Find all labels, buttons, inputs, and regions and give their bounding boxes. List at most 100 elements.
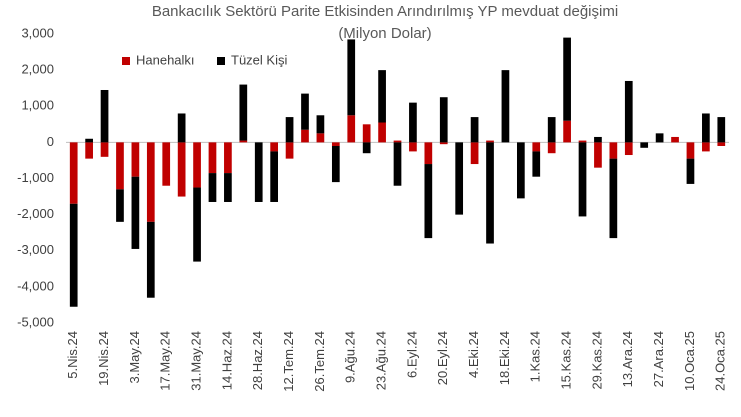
bar bbox=[470, 117, 479, 143]
bar bbox=[717, 117, 726, 143]
bar bbox=[362, 142, 371, 154]
y-tick-label: 3,000 bbox=[21, 25, 54, 40]
bar bbox=[208, 173, 217, 202]
legend-label: Hanehalkı bbox=[136, 52, 195, 67]
bar bbox=[717, 142, 726, 146]
x-tick-label: 12.Tem.24 bbox=[281, 331, 296, 392]
bar bbox=[378, 122, 386, 143]
bar bbox=[609, 158, 618, 239]
bar bbox=[532, 151, 541, 177]
bar bbox=[439, 97, 448, 143]
bar bbox=[285, 117, 294, 143]
bar bbox=[208, 142, 217, 174]
bar bbox=[316, 115, 325, 134]
bar bbox=[640, 142, 649, 148]
bar bbox=[424, 164, 433, 239]
x-tick-label: 6.Eyl.24 bbox=[404, 331, 419, 378]
bar bbox=[424, 142, 433, 165]
bar bbox=[331, 145, 340, 183]
bar bbox=[285, 142, 294, 159]
bar bbox=[671, 136, 679, 143]
legend-swatch bbox=[217, 57, 225, 65]
bar bbox=[378, 70, 386, 123]
x-tick-label: 5.Nis.24 bbox=[65, 331, 80, 379]
bar bbox=[655, 133, 664, 143]
x-tick-label: 28.Haz.24 bbox=[250, 331, 265, 390]
bar bbox=[578, 142, 587, 217]
bar bbox=[578, 140, 587, 143]
bar bbox=[347, 39, 356, 116]
y-tick-label: 0 bbox=[47, 134, 54, 149]
bar bbox=[270, 151, 279, 202]
bar bbox=[131, 142, 140, 177]
bar bbox=[609, 142, 618, 159]
bar bbox=[393, 140, 402, 143]
bar bbox=[486, 140, 494, 143]
chart-subtitle: (Milyon Dolar) bbox=[338, 25, 431, 42]
bar bbox=[331, 142, 340, 146]
x-tick-label: 27.Ara.24 bbox=[651, 331, 666, 387]
x-tick-label: 14.Haz.24 bbox=[219, 331, 234, 390]
x-tick-label: 1.Kas.24 bbox=[528, 331, 543, 382]
x-tick-label: 13.Ara.24 bbox=[620, 331, 635, 387]
bar bbox=[239, 140, 248, 143]
y-tick-label: -5,000 bbox=[17, 314, 54, 329]
bar bbox=[193, 142, 201, 188]
x-tick-label: 31.May.24 bbox=[188, 331, 203, 391]
bar bbox=[501, 70, 510, 143]
bar bbox=[224, 142, 232, 174]
x-tick-label: 10.Oca.25 bbox=[682, 331, 697, 391]
bar bbox=[470, 142, 479, 165]
bar bbox=[547, 117, 556, 143]
bar bbox=[624, 80, 633, 143]
bar bbox=[563, 120, 571, 143]
bar bbox=[100, 89, 109, 143]
bar bbox=[100, 142, 109, 157]
legend-swatch bbox=[122, 57, 130, 65]
bar bbox=[686, 142, 695, 159]
y-tick-label: -3,000 bbox=[17, 242, 54, 257]
x-tick-label: 29.Kas.24 bbox=[589, 331, 604, 390]
bar bbox=[239, 84, 248, 141]
bar bbox=[146, 221, 155, 298]
bar bbox=[131, 176, 140, 249]
x-tick-label: 20.Eyl.24 bbox=[435, 331, 450, 385]
bar bbox=[516, 142, 525, 199]
x-tick-label: 18.Eki.24 bbox=[497, 331, 512, 385]
bar bbox=[85, 138, 93, 143]
bar bbox=[162, 142, 171, 186]
x-tick-label: 19.Nis.24 bbox=[96, 331, 111, 386]
x-tick-label: 26.Tem.24 bbox=[312, 331, 327, 392]
bar bbox=[362, 124, 371, 143]
chart-title: Bankacılık Sektörü Parite Etkisinden Arı… bbox=[152, 3, 618, 20]
x-tick-label: 23.Ağu.24 bbox=[374, 331, 389, 390]
bar bbox=[563, 37, 571, 121]
y-tick-label: 2,000 bbox=[21, 62, 54, 77]
bar bbox=[624, 142, 633, 156]
bar bbox=[224, 173, 232, 202]
bar bbox=[69, 203, 78, 307]
bar bbox=[116, 142, 124, 190]
bar bbox=[702, 113, 710, 143]
x-tick-label: 4.Eki.24 bbox=[466, 331, 481, 378]
bar bbox=[547, 142, 556, 154]
bar bbox=[532, 142, 541, 152]
x-tick-label: 17.May.24 bbox=[158, 331, 173, 391]
x-tick-label: 15.Kas.24 bbox=[559, 331, 574, 390]
bar bbox=[301, 93, 309, 130]
bar bbox=[177, 113, 186, 143]
y-tick-label: -2,000 bbox=[17, 206, 54, 221]
bar bbox=[69, 142, 78, 204]
bar bbox=[116, 189, 124, 222]
y-tick-label: -4,000 bbox=[17, 278, 54, 293]
bar bbox=[177, 142, 186, 197]
bar bbox=[85, 142, 93, 159]
bar bbox=[409, 102, 417, 143]
bar bbox=[439, 142, 448, 145]
bar bbox=[409, 142, 417, 152]
bar bbox=[594, 136, 602, 143]
bar bbox=[702, 142, 710, 152]
bar bbox=[316, 133, 325, 143]
bar bbox=[301, 129, 309, 143]
